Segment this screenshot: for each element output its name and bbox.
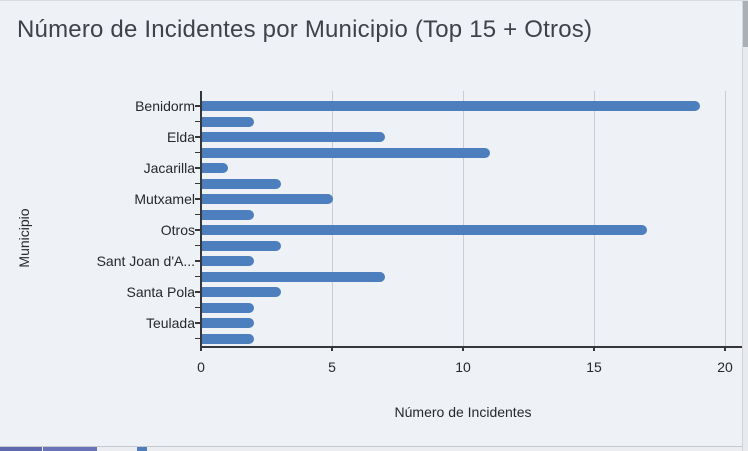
gridline (332, 91, 333, 346)
y-tick (195, 120, 200, 123)
bar (202, 147, 491, 158)
bar (202, 116, 255, 127)
y-tick (195, 322, 200, 324)
y-tick (195, 167, 200, 169)
y-tick (195, 213, 200, 216)
bar (202, 163, 229, 173)
x-tick-label: 0 (197, 359, 205, 375)
x-tick-label: 20 (717, 359, 733, 375)
bar (202, 318, 255, 328)
y-tick-label: Benidorm (135, 98, 195, 114)
bar (202, 256, 255, 266)
y-tick (195, 198, 200, 200)
next-chart-marker (137, 447, 147, 451)
x-tick (200, 346, 202, 351)
next-chart-strip (0, 447, 742, 451)
x-axis-spine (200, 346, 743, 348)
x-tick (593, 346, 595, 351)
bar (202, 194, 333, 204)
bar (202, 132, 386, 142)
x-tick (462, 346, 464, 351)
bar (202, 271, 386, 282)
bar (202, 101, 700, 111)
y-tick (195, 337, 200, 340)
y-tick (195, 306, 200, 309)
x-tick-label: 15 (586, 359, 602, 375)
y-tick-label: Jacarilla (143, 160, 195, 176)
gridline (594, 91, 595, 346)
next-chart-top-edge (0, 446, 742, 447)
scrollbar-thumb[interactable] (743, 1, 748, 47)
gridline (463, 91, 464, 346)
y-tick (195, 260, 200, 262)
y-tick-label: Mutxamel (134, 191, 195, 207)
y-axis-title: Municipio (16, 208, 32, 268)
y-tick (195, 229, 200, 231)
y-tick (195, 136, 200, 138)
bar (202, 178, 281, 189)
gridline (725, 91, 726, 346)
next-chart-bar-segment-1 (0, 447, 42, 451)
y-tick (195, 182, 200, 185)
y-tick-label: Teulada (145, 315, 195, 331)
y-tick (195, 151, 200, 154)
x-tick (724, 346, 726, 351)
bar (202, 302, 255, 313)
y-tick-label: Otros (160, 222, 195, 238)
bar (202, 287, 281, 297)
y-axis-spine (200, 91, 202, 346)
x-axis-title: Número de Incidentes (394, 404, 532, 420)
y-tick-label: Elda (166, 129, 195, 145)
x-tick-label: 5 (328, 359, 336, 375)
scrollbar-track[interactable] (742, 1, 748, 451)
y-tick-label: Sant Joan d'A... (96, 253, 195, 269)
bar (202, 333, 255, 344)
x-tick (331, 346, 333, 351)
bar (202, 209, 255, 220)
y-tick-label: Santa Pola (126, 284, 196, 300)
chart-title: Número de Incidentes por Municipio (Top … (17, 16, 593, 43)
y-tick (195, 244, 200, 247)
next-chart-bar-segment-2 (43, 447, 97, 451)
y-tick (195, 275, 200, 278)
y-tick (195, 105, 200, 107)
x-tick-label: 10 (455, 359, 471, 375)
y-tick (195, 291, 200, 293)
bar (202, 240, 281, 251)
bar (202, 225, 648, 235)
